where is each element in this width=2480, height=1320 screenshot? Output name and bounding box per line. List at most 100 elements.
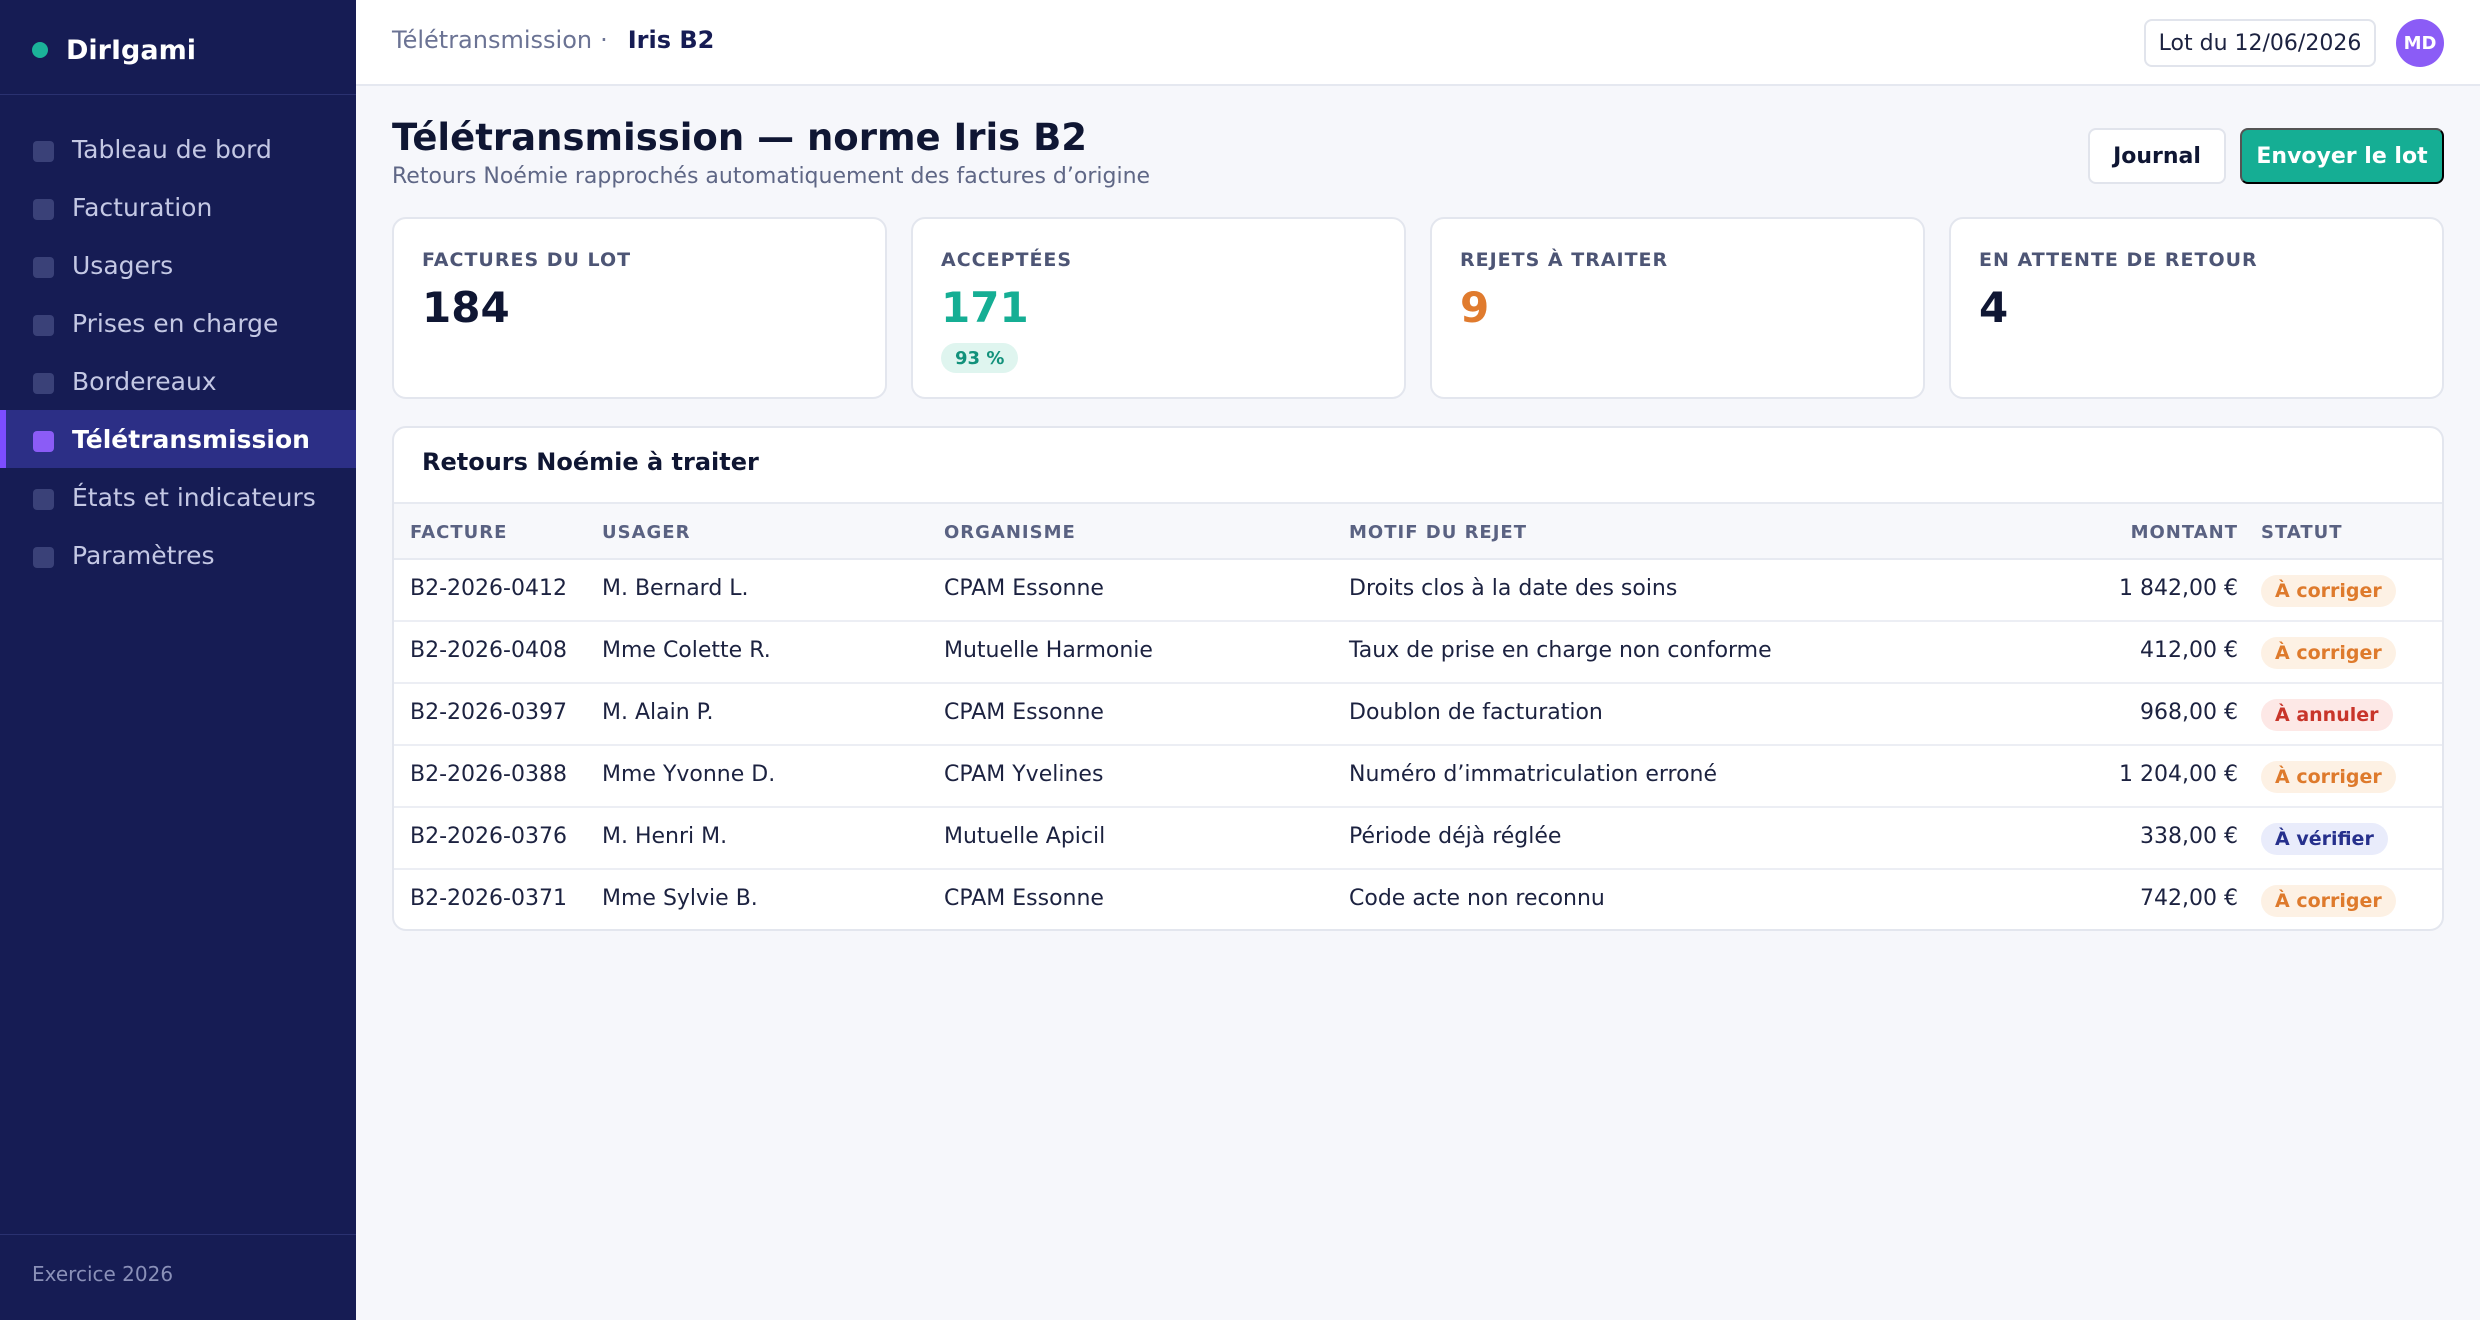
column-header-organisme[interactable]: ORGANISME [944, 522, 1076, 543]
table-row[interactable]: B2-2026-0371 Mme Sylvie B. CPAM Essonne … [394, 870, 2442, 929]
cell-facture: B2-2026-0388 [410, 762, 567, 787]
cell-montant: 338,00 € [2140, 824, 2238, 849]
cell-motif: Doublon de facturation [1349, 700, 1603, 725]
cell-organisme: CPAM Yvelines [944, 762, 1104, 787]
nav-square-icon [33, 315, 54, 336]
cell-motif: Code acte non reconnu [1349, 886, 1605, 911]
table-row[interactable]: B2-2026-0412 M. Bernard L. CPAM Essonne … [394, 560, 2442, 622]
status-badge[interactable]: À corriger [2261, 575, 2396, 607]
sidebar-item-tableau-de-bord[interactable]: Tableau de bord [0, 120, 356, 178]
sidebar-item-facturation[interactable]: Facturation [0, 178, 356, 236]
sidebar-item-etats-et-indicateurs[interactable]: États et indicateurs [0, 468, 356, 526]
avatar[interactable]: MD [2396, 19, 2444, 67]
sidebar-item-label: Bordereaux [72, 366, 217, 396]
sidebar-item-parametres[interactable]: Paramètres [0, 526, 356, 584]
column-header-usager[interactable]: USAGER [602, 522, 691, 543]
kpi-card-acceptees: Acceptées 171 93 % [911, 217, 1406, 399]
column-header-facture[interactable]: FACTURE [410, 522, 508, 543]
cell-facture: B2-2026-0376 [410, 824, 567, 849]
kpi-value: 171 [941, 283, 1029, 332]
nav-square-icon [33, 431, 54, 452]
cell-usager: M. Henri M. [602, 824, 728, 849]
kpi-card-rejets: Rejets à traiter 9 [1430, 217, 1925, 399]
sidebar-item-label: Paramètres [72, 540, 215, 570]
cell-montant: 1 204,00 € [2119, 762, 2238, 787]
cell-usager: Mme Yvonne D. [602, 762, 776, 787]
lot-selector[interactable]: Lot du 12/06/2026 [2144, 19, 2376, 67]
column-header-montant[interactable]: MONTANT [2130, 522, 2238, 543]
table-row[interactable]: B2-2026-0388 Mme Yvonne D. CPAM Yvelines… [394, 746, 2442, 808]
kpi-value: 184 [422, 283, 510, 332]
kpi-card-factures: Factures du lot 184 [392, 217, 887, 399]
breadcrumb-separator: · [600, 26, 608, 54]
table-body: B2-2026-0412 M. Bernard L. CPAM Essonne … [394, 560, 2442, 929]
cell-motif: Droits clos à la date des soins [1349, 576, 1678, 601]
sidebar-item-label: Facturation [72, 192, 213, 222]
nav-square-icon [33, 141, 54, 162]
cell-organisme: Mutuelle Apicil [944, 824, 1106, 849]
table-row[interactable]: B2-2026-0397 M. Alain P. CPAM Essonne Do… [394, 684, 2442, 746]
kpi-label: Acceptées [941, 249, 1073, 271]
kpi-value: 9 [1460, 283, 1490, 332]
brand-dot-icon [32, 42, 48, 58]
sidebar-item-label: Prises en charge [72, 308, 279, 338]
cell-organisme: Mutuelle Harmonie [944, 638, 1153, 663]
page-title: Télétransmission — norme Iris B2 [392, 116, 1088, 159]
topbar: Télétransmission · Iris B2 Lot du 12/06/… [356, 0, 2480, 86]
column-header-statut[interactable]: STATUT [2261, 522, 2343, 543]
kpi-label: Rejets à traiter [1460, 249, 1669, 271]
status-badge[interactable]: À annuler [2261, 699, 2393, 731]
sidebar-item-usagers[interactable]: Usagers [0, 236, 356, 294]
kpi-card-en-attente: En attente de retour 4 [1949, 217, 2444, 399]
cell-facture: B2-2026-0397 [410, 700, 567, 725]
table-row[interactable]: B2-2026-0408 Mme Colette R. Mutuelle Har… [394, 622, 2442, 684]
cell-motif: Taux de prise en charge non conforme [1349, 638, 1772, 663]
kpi-value: 4 [1979, 283, 2009, 332]
sidebar: DirIgami Tableau de bord Facturation Usa… [0, 0, 356, 1320]
sidebar-item-label: Tableau de bord [72, 134, 272, 164]
cell-facture: B2-2026-0408 [410, 638, 567, 663]
sidebar-divider [0, 94, 356, 95]
sidebar-nav: Tableau de bord Facturation Usagers Pris… [0, 120, 356, 584]
cell-motif: Période déjà réglée [1349, 824, 1562, 849]
sidebar-item-bordereaux[interactable]: Bordereaux [0, 352, 356, 410]
sidebar-footer-divider [0, 1234, 356, 1235]
nav-square-icon [33, 489, 54, 510]
breadcrumb-parent[interactable]: Télétransmission [392, 26, 593, 54]
status-badge[interactable]: À corriger [2261, 885, 2396, 917]
brand[interactable]: DirIgami [32, 30, 196, 70]
table-row[interactable]: B2-2026-0376 M. Henri M. Mutuelle Apicil… [394, 808, 2442, 870]
cell-montant: 742,00 € [2140, 886, 2238, 911]
sidebar-footer: Exercice 2026 [32, 1262, 174, 1286]
sidebar-item-teletransmission[interactable]: Télétransmission [0, 410, 356, 468]
cell-organisme: CPAM Essonne [944, 576, 1104, 601]
journal-button[interactable]: Journal [2088, 128, 2226, 184]
cell-organisme: CPAM Essonne [944, 886, 1104, 911]
cell-facture: B2-2026-0371 [410, 886, 567, 911]
breadcrumb: Télétransmission · Iris B2 [392, 26, 714, 54]
kpi-label: Factures du lot [422, 249, 632, 271]
nav-square-icon [33, 547, 54, 568]
acceptance-rate-badge: 93 % [941, 343, 1019, 373]
cell-usager: M. Bernard L. [602, 576, 749, 601]
status-badge[interactable]: À corriger [2261, 761, 2396, 793]
cell-usager: Mme Sylvie B. [602, 886, 758, 911]
cell-usager: Mme Colette R. [602, 638, 771, 663]
cell-montant: 968,00 € [2140, 700, 2238, 725]
sidebar-item-label: Télétransmission [72, 424, 310, 454]
status-badge[interactable]: À corriger [2261, 637, 2396, 669]
cell-usager: M. Alain P. [602, 700, 714, 725]
sidebar-item-label: États et indicateurs [72, 482, 316, 512]
table-title: Retours Noémie à traiter [422, 448, 759, 476]
brand-name: DirIgami [66, 34, 196, 66]
cell-motif: Numéro d’immatriculation erroné [1349, 762, 1718, 787]
status-badge[interactable]: À vérifier [2261, 823, 2388, 855]
column-header-motif[interactable]: MOTIF DU REJET [1349, 522, 1528, 543]
table-header: FACTURE USAGER ORGANISME MOTIF DU REJET … [394, 502, 2442, 560]
send-lot-button[interactable]: Envoyer le lot [2240, 128, 2444, 184]
cell-facture: B2-2026-0412 [410, 576, 567, 601]
sidebar-item-prises-en-charge[interactable]: Prises en charge [0, 294, 356, 352]
kpi-label: En attente de retour [1979, 249, 2258, 271]
cell-organisme: CPAM Essonne [944, 700, 1104, 725]
nav-square-icon [33, 373, 54, 394]
